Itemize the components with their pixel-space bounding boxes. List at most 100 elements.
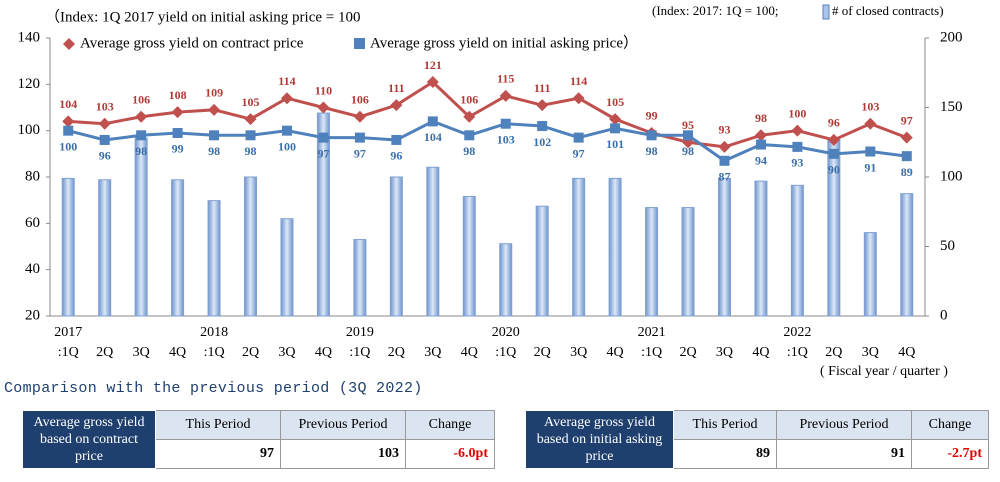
x-tick-label: 4Q [752, 345, 769, 360]
data-label: 101 [606, 137, 624, 151]
marker [683, 130, 694, 141]
y2-tick-label: 150 [940, 99, 963, 115]
data-label: 93 [791, 156, 803, 170]
data-label: 99 [646, 109, 658, 123]
bar [572, 177, 586, 317]
x-tick-label: :1Q [495, 345, 516, 360]
data-label: 98 [463, 144, 475, 158]
marker [463, 110, 476, 123]
line [67, 119, 907, 163]
marker [500, 118, 511, 129]
data-label: 106 [132, 93, 150, 107]
bar [717, 177, 731, 317]
x-tick-label: :1Q [641, 345, 662, 360]
bar [61, 177, 75, 317]
x-tick-label: 2019 [346, 325, 374, 340]
data-label: 96 [99, 149, 111, 163]
x-tick-label: :1Q [58, 345, 79, 360]
marker [536, 99, 549, 112]
data-label: 115 [497, 72, 514, 86]
y2-tick-label: 0 [940, 307, 948, 323]
data-label: 90 [828, 163, 840, 177]
right-axis-label: (Index: 2017: 1Q = 100; [652, 3, 778, 18]
y-tick-label: 120 [18, 76, 41, 92]
x-tick-label: 3Q [133, 345, 150, 360]
data-label: 104 [59, 97, 77, 111]
x-tick-label: 2020 [492, 325, 520, 340]
x-tick-label: 2Q [388, 345, 405, 360]
marker [864, 117, 877, 130]
x-tick-label: 2Q [96, 345, 113, 360]
bar [98, 179, 112, 317]
x-tick-label: 4Q [315, 345, 332, 360]
marker [354, 132, 365, 143]
data-label: 104 [424, 130, 442, 144]
legend-label: Average gross yield on contract price [80, 35, 304, 51]
x-tick-label: 3Q [424, 345, 441, 360]
legend-square [354, 38, 365, 49]
marker [499, 89, 512, 102]
bar [462, 195, 476, 317]
x-tick-label: 2Q [534, 345, 551, 360]
bar [681, 207, 695, 317]
marker [318, 132, 329, 143]
data-label: 105 [242, 95, 260, 109]
marker [390, 99, 403, 112]
data-label: 96 [390, 149, 402, 163]
y2-tick-label: 200 [940, 29, 963, 45]
marker [426, 76, 439, 89]
bar [499, 243, 513, 317]
x-tick-label: 2018 [200, 325, 228, 340]
data-label: 98 [646, 144, 658, 158]
y2-tick-label: 50 [940, 238, 955, 254]
data-label: 110 [315, 83, 332, 97]
cell: 89 [673, 439, 777, 469]
x-tick-label: 3Q [716, 345, 733, 360]
marker [171, 106, 184, 119]
x-tick-label: 4Q [898, 345, 915, 360]
marker [791, 124, 804, 137]
bar [426, 166, 440, 317]
marker [610, 123, 621, 134]
x-tick-label: :1Q [349, 345, 370, 360]
data-label: 98 [245, 144, 257, 158]
data-label: 103 [861, 99, 879, 113]
data-label: 87 [718, 170, 730, 184]
marker [719, 155, 730, 166]
table: Average gross yield based on contract pr… [22, 410, 495, 469]
data-label: 98 [135, 144, 147, 158]
x-tick-label: 2Q [242, 345, 259, 360]
cell: 103 [280, 439, 406, 469]
col-header: Change [405, 410, 495, 440]
x-tick-label: 3Q [862, 345, 879, 360]
data-label: 114 [278, 74, 295, 88]
data-label: 97 [573, 146, 585, 160]
marker [244, 113, 257, 126]
bar [535, 205, 549, 317]
marker [353, 110, 366, 123]
marker [609, 113, 622, 126]
data-label: 106 [460, 93, 478, 107]
x-tick-label: 4Q [607, 345, 624, 360]
y-tick-label: 80 [25, 168, 40, 184]
marker [792, 141, 803, 152]
col-header: Change [911, 410, 989, 440]
legend-diamond [63, 38, 75, 50]
marker [865, 146, 876, 157]
data-label: 97 [317, 146, 329, 160]
data-label: 96 [828, 116, 840, 130]
x-tick-label: :1Q [204, 345, 225, 360]
marker [135, 110, 148, 123]
marker [572, 92, 585, 105]
data-label: 100 [278, 139, 296, 153]
bar [134, 137, 148, 317]
bar [754, 180, 768, 317]
bar [244, 176, 258, 317]
data-label: 98 [755, 111, 767, 125]
data-label: 93 [718, 123, 730, 137]
left-axis-label: （Index: 1Q 2017 yield on initial asking … [45, 8, 361, 25]
marker [827, 133, 840, 146]
marker [136, 130, 147, 141]
bar [900, 193, 914, 317]
